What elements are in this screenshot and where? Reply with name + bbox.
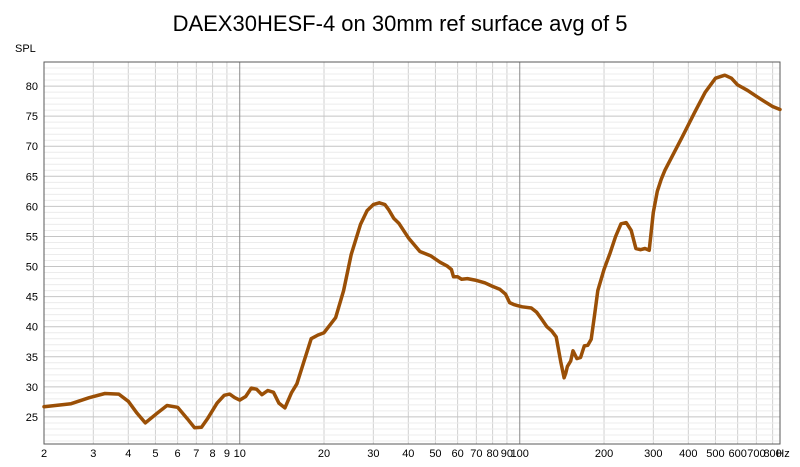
x-tick-label: 100: [511, 448, 529, 460]
x-tick-label: 40: [402, 448, 414, 460]
x-tick-label: 30: [367, 448, 379, 460]
major-gridlines: [44, 62, 780, 444]
y-tick-label: 75: [26, 111, 38, 123]
x-tick-label: 600: [728, 448, 746, 460]
series-line: [42, 73, 782, 430]
y-tick-label: 55: [26, 231, 38, 243]
x-tick-label: 300: [644, 448, 662, 460]
x-tick-label: 6: [175, 448, 181, 460]
series-group: [42, 73, 782, 430]
plot-border: [43, 61, 781, 445]
y-tick-label: 70: [26, 141, 38, 153]
x-tick-label: 10: [234, 448, 246, 460]
x-tick-label: 70: [470, 448, 482, 460]
x-axis-unit-label: Hz: [776, 448, 789, 460]
x-tick-label: 80: [486, 448, 498, 460]
y-tick-label: 40: [26, 322, 38, 334]
x-tick-label: 5: [152, 448, 158, 460]
x-tick-label: 700: [747, 448, 765, 460]
y-tick-label: 80: [26, 81, 38, 93]
y-tick-label: 60: [26, 201, 38, 213]
x-tick-label: 4: [125, 448, 131, 460]
y-tick-label: 65: [26, 171, 38, 183]
x-tick-label: 7: [193, 448, 199, 460]
plot-frame: [43, 61, 781, 445]
minor-gridlines: [43, 61, 780, 444]
x-tick-label: 500: [706, 448, 724, 460]
x-tick-label: 90: [501, 448, 513, 460]
y-tick-labels: 25 30 35 40 45 50 55 60 65 70 75 80: [26, 81, 38, 424]
x-tick-label: 400: [679, 448, 697, 460]
y-tick-label: 25: [26, 412, 38, 424]
y-tick-label: 35: [26, 352, 38, 364]
x-tick-label: 2: [41, 448, 47, 460]
y-tick-label: 30: [26, 382, 38, 394]
x-tick-label: 8: [210, 448, 216, 460]
y-tick-label: 45: [26, 292, 38, 304]
x-tick-label: 3: [90, 448, 96, 460]
plot-area: [44, 62, 780, 444]
x-tick-label: 200: [595, 448, 613, 460]
x-tick-label: 50: [429, 448, 441, 460]
x-tick-label: 9: [224, 448, 230, 460]
x-tick-label: 800: [763, 448, 781, 460]
y-tick-label: 50: [26, 262, 38, 274]
x-tick-label: 60: [451, 448, 463, 460]
y-axis-label: SPL: [15, 43, 36, 55]
x-tick-label: 20: [318, 448, 330, 460]
chart-title: DAEX30HESF-4 on 30mm ref surface avg of …: [173, 11, 628, 36]
